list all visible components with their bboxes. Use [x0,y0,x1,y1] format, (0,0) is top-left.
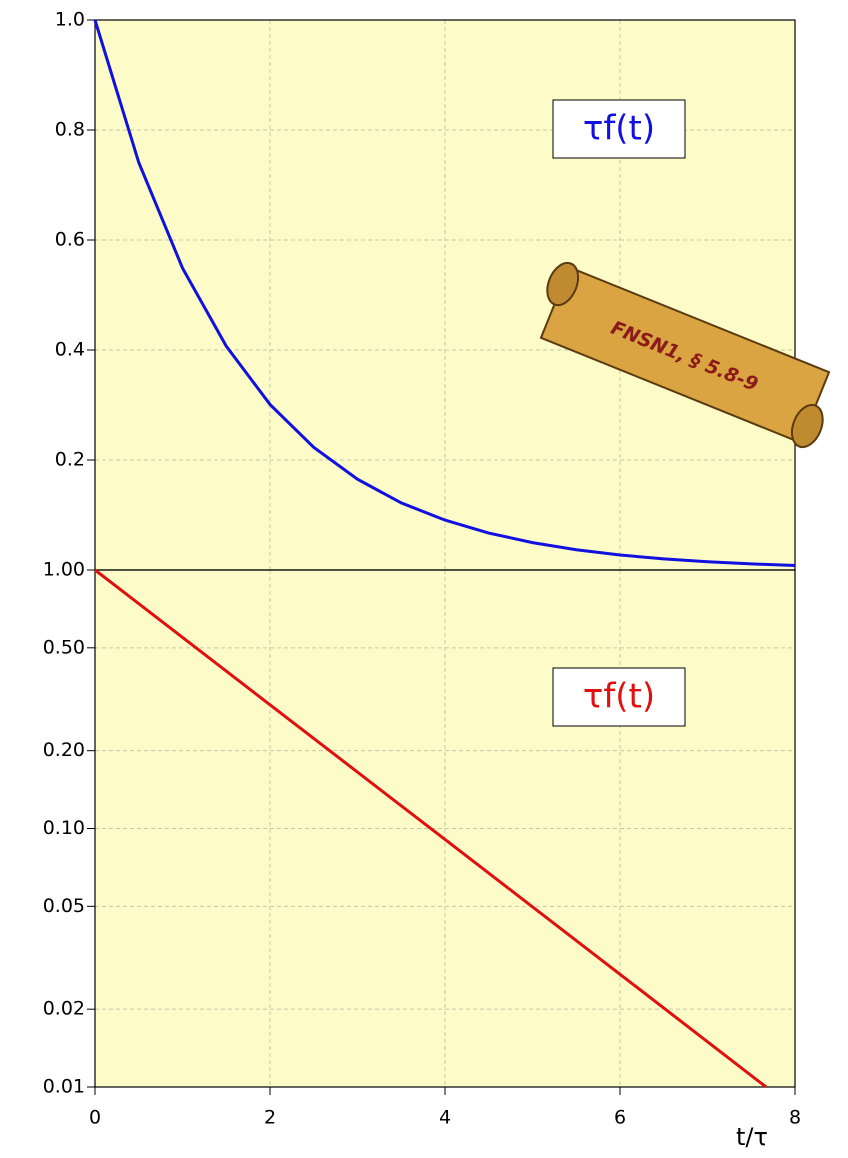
x-tick-label: 8 [789,1107,801,1129]
axes-frame [94,569,796,1088]
y-tick-label: 0.4 [55,339,85,361]
y-tick-label: 0.6 [55,229,85,251]
x-tick-label: 2 [264,1107,276,1129]
y-tick-label: 0.20 [43,739,85,761]
scroll-roll [790,403,824,449]
y-tick-label: 0.50 [43,636,85,658]
y-tick-label: 0.01 [43,1076,85,1098]
legend-label: τf(t) [583,677,655,717]
y-tick-label: 0.02 [43,998,85,1020]
y-tick-label: 1.00 [43,559,85,581]
scroll-roll [546,261,580,307]
x-tick-label: 4 [439,1107,451,1129]
y-tick-label: 0.05 [43,895,85,917]
x-axis-label: t/τ [736,1123,768,1151]
y-tick-label: 0.2 [55,449,85,471]
y-tick-label: 0.10 [43,817,85,839]
x-tick-label: 0 [89,1107,101,1129]
plot-layer: 0.2 0.4 0.6 0.8 1.0 1.00 0.50 0.20 0.10 0.05 0.02 0… [43,9,801,1129]
data-line [93,19,796,567]
legend-box [552,99,686,159]
y-tick-label: 0.8 [55,119,85,141]
data-line [94,568,768,1089]
legend-box [552,667,686,727]
y-tick-label: 1.0 [55,9,85,31]
legend-label: τf(t) [583,109,655,149]
x-tick-label: 6 [614,1107,626,1129]
